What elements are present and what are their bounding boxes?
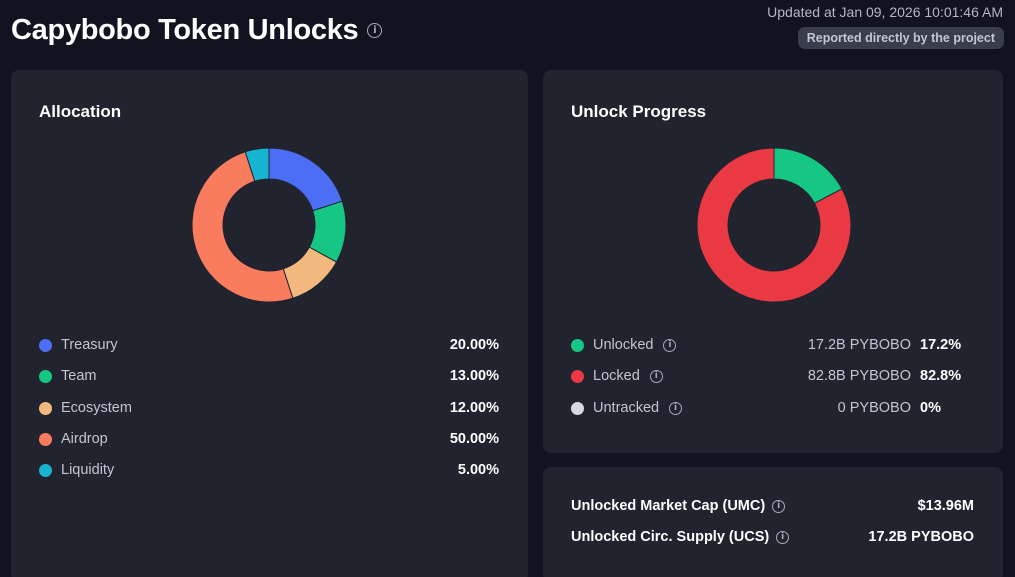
unlocked-amount: 17.2B PYBOBO	[807, 337, 911, 353]
legend-item-ecosystem: Ecosystem	[39, 400, 132, 416]
info-icon[interactable]: i	[669, 401, 683, 415]
locked-percent: 82.8%	[920, 368, 962, 384]
legend-label: Untracked	[593, 400, 660, 416]
legend-label: Airdrop	[61, 431, 108, 447]
market-stats-card: Unlocked Market Cap (UMC) i $13.96M Unlo…	[543, 467, 1003, 577]
untracked-dot	[571, 401, 584, 415]
unlock-progress-card: Unlock Progress Unlocked i 17.2B PYBOBO …	[543, 70, 1003, 453]
unlocked-percent: 17.2%	[920, 337, 962, 353]
ecosystem-dot	[39, 401, 52, 415]
allocation-slice-liquidity[interactable]	[244, 147, 270, 182]
legend-label: Locked	[593, 368, 640, 384]
unlock-slice-locked[interactable]	[696, 147, 852, 303]
umc-label: Unlocked Market Cap (UMC) i	[571, 498, 786, 514]
info-icon[interactable]: i	[367, 23, 383, 38]
allocation-slice-airdrop[interactable]	[191, 151, 294, 303]
info-icon[interactable]: i	[772, 499, 786, 513]
ucs-label: Unlocked Circ. Supply (UCS) i	[571, 529, 790, 545]
legend-label: Team	[61, 368, 97, 384]
legend-item-treasury: Treasury	[39, 337, 118, 353]
unlock-progress-title: Unlock Progress	[571, 102, 707, 121]
info-icon[interactable]: i	[776, 530, 790, 544]
legend-value-airdrop: 50.00%	[449, 431, 499, 447]
legend-item-liquidity: Liquidity	[39, 462, 114, 478]
ucs-value: 17.2B PYBOBO	[868, 529, 974, 545]
unlocked-dot	[571, 338, 584, 352]
info-icon[interactable]: i	[663, 338, 677, 352]
allocation-slice-treasury[interactable]	[268, 147, 343, 212]
page-title: Capybobo Token Unlocks i	[11, 14, 383, 47]
legend-label: Liquidity	[61, 462, 115, 478]
treasury-dot	[39, 338, 52, 352]
allocation-title: Allocation	[39, 102, 122, 121]
ucs-label-text: Unlocked Circ. Supply (UCS)	[571, 529, 770, 545]
legend-item-untracked: Untracked i	[571, 400, 683, 416]
allocation-donut-chart	[191, 147, 347, 303]
umc-value: $13.96M	[917, 498, 974, 514]
page-title-text: Capybobo Token Unlocks	[11, 14, 359, 46]
locked-amount: 82.8B PYBOBO	[807, 368, 911, 384]
liquidity-dot	[39, 463, 52, 477]
legend-item-locked: Locked i	[571, 368, 663, 384]
legend-value-team: 13.00%	[449, 368, 499, 384]
info-icon[interactable]: i	[649, 369, 663, 383]
legend-item-team: Team	[39, 368, 96, 384]
locked-dot	[571, 369, 584, 383]
legend-label: Unlocked	[593, 337, 654, 353]
legend-label: Treasury	[61, 337, 118, 353]
legend-value-ecosystem: 12.00%	[449, 400, 499, 416]
legend-label: Ecosystem	[61, 400, 132, 416]
allocation-card: Allocation Treasury 20.00% Team 13.00% E…	[11, 70, 528, 577]
legend-value-liquidity: 5.00%	[457, 462, 499, 478]
updated-timestamp: Updated at Jan 09, 2026 10:01:46 AM	[767, 4, 1003, 20]
team-dot	[39, 369, 52, 383]
airdrop-dot	[39, 432, 52, 446]
untracked-percent: 0%	[920, 400, 941, 416]
reported-badge: Reported directly by the project	[797, 27, 1004, 49]
untracked-amount: 0 PYBOBO	[837, 400, 911, 416]
unlock-progress-donut-chart	[696, 147, 852, 303]
umc-label-text: Unlocked Market Cap (UMC)	[571, 498, 766, 514]
legend-value-treasury: 20.00%	[449, 337, 499, 353]
legend-item-unlocked: Unlocked i	[571, 337, 677, 353]
legend-item-airdrop: Airdrop	[39, 431, 108, 447]
